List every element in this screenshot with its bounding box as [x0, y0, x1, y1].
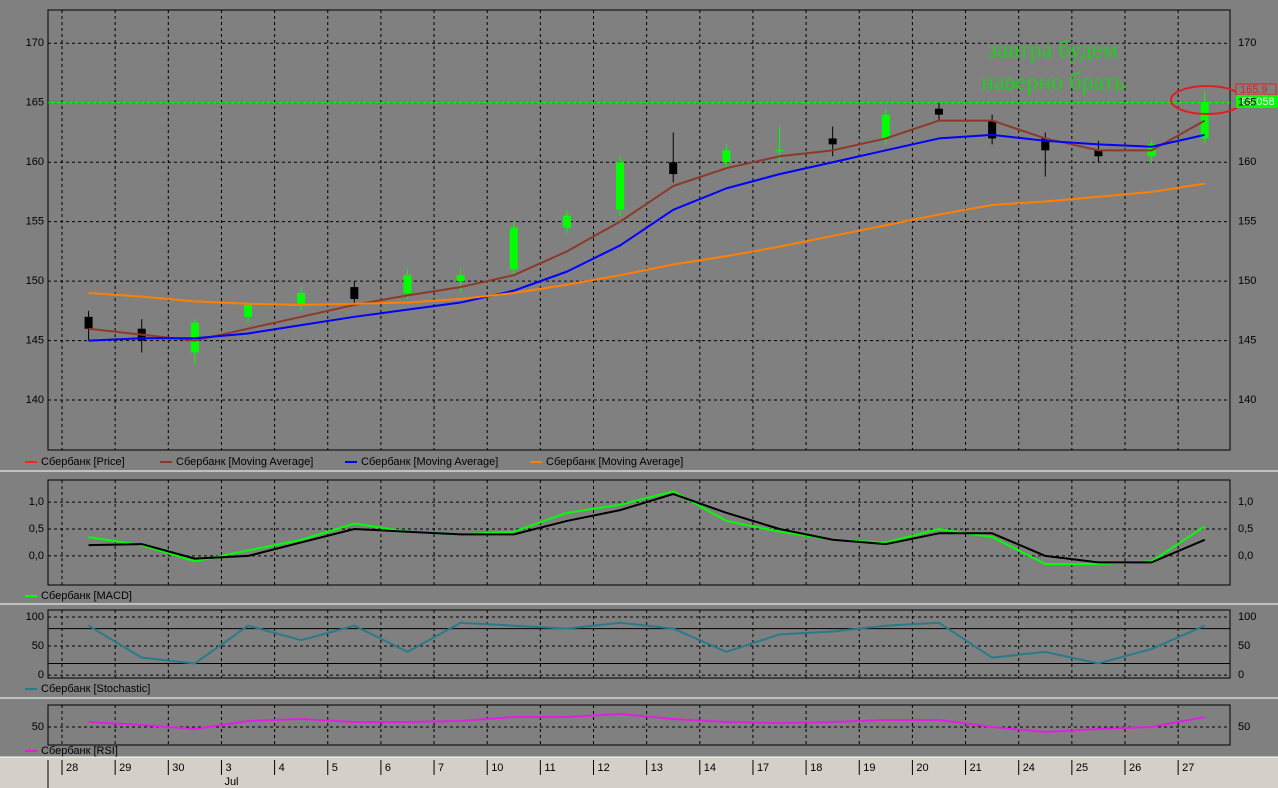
y-tick-label: 160 [26, 156, 44, 168]
y-tick-label: 155 [1238, 216, 1256, 228]
y-tick-label: 145 [26, 335, 44, 347]
candle-body [1041, 138, 1050, 151]
candle-body [828, 138, 837, 145]
candle-body [775, 150, 784, 152]
x-tick-label: 5 [332, 762, 338, 774]
month-label: Jul [224, 776, 238, 788]
candle-body [1094, 150, 1103, 157]
legend-label: Сбербанк [Moving Average] [176, 456, 313, 468]
x-tick-label: 6 [385, 762, 391, 774]
x-tick-label: 4 [279, 762, 285, 774]
candle-body [562, 215, 571, 228]
date-row [0, 757, 1278, 788]
y-tick-label: 150 [1238, 275, 1256, 287]
plot-area [47, 479, 1231, 586]
series-line [88, 119, 1206, 342]
candle-body [509, 227, 518, 270]
x-tick-label: 26 [1129, 762, 1141, 774]
y-tick-label: 50 [32, 640, 44, 652]
x-tick-label: 27 [1182, 762, 1194, 774]
y-tick-label: 100 [26, 611, 44, 623]
series-line [88, 133, 1205, 342]
series-line [88, 621, 1206, 665]
candle-body [403, 275, 412, 294]
x-tick-label: 10 [491, 762, 503, 774]
annotation: завтра будем [988, 38, 1118, 64]
y-tick-label: 1,0 [1238, 496, 1253, 508]
y-tick-label: 0,5 [1238, 523, 1253, 535]
x-tick-label: 11 [544, 762, 555, 774]
y-tick-label: 0 [38, 669, 44, 681]
candle-body [988, 120, 997, 139]
y-tick-label: 140 [1238, 394, 1256, 406]
x-tick-label: 13 [651, 762, 663, 774]
legend-label: Сбербанк [Moving Average] [361, 456, 498, 468]
y-tick-label: 165 [1238, 97, 1256, 109]
y-tick-label: 1,0 [29, 496, 44, 508]
plot-area [47, 609, 1231, 679]
x-tick-label: 17 [757, 762, 769, 774]
series-line [88, 490, 1206, 565]
x-tick-label: 7 [438, 762, 444, 774]
plot-area [47, 704, 1231, 746]
y-tick-label: 140 [26, 394, 44, 406]
candle-body [350, 287, 359, 299]
series-line [88, 713, 1205, 733]
series-line [88, 182, 1205, 306]
y-tick-label: 100 [1238, 611, 1256, 623]
y-tick-label: 50 [1238, 640, 1250, 652]
y-tick-label: 170 [26, 37, 44, 49]
y-tick-label: 165 [26, 97, 44, 109]
x-tick-label: 19 [863, 762, 875, 774]
y-tick-label: 50 [1238, 721, 1250, 733]
y-tick-label: 0,5 [29, 523, 44, 535]
candle-body [722, 150, 731, 163]
legend-label: Сбербанк [Price] [41, 456, 125, 468]
y-tick-label: 0,0 [29, 550, 44, 562]
candle-body [881, 114, 890, 139]
candle-body [616, 162, 625, 210]
x-tick-label: 24 [1023, 762, 1035, 774]
y-tick-label: 0,0 [1238, 550, 1253, 562]
x-tick-label: 21 [970, 762, 982, 774]
candle-body [1200, 102, 1209, 139]
candle-body [297, 293, 306, 305]
legend-label: Сбербанк [Moving Average] [546, 456, 683, 468]
plot-area [47, 9, 1231, 451]
candle-body [244, 304, 253, 317]
x-tick-label: 28 [66, 762, 78, 774]
candle-body [669, 162, 678, 175]
candle-body [456, 275, 465, 282]
x-tick-label: 29 [119, 762, 131, 774]
y-tick-label: 50 [32, 721, 44, 733]
price-tag: 165.9 [1240, 84, 1268, 96]
y-tick-label: 170 [1238, 37, 1256, 49]
x-tick-label: 25 [1076, 762, 1088, 774]
y-tick-label: 145 [1238, 335, 1256, 347]
x-tick-label: 14 [704, 762, 716, 774]
y-tick-label: 0 [1238, 669, 1244, 681]
x-tick-label: 3 [225, 762, 231, 774]
legend-label: Сбербанк [RSI] [41, 745, 118, 757]
candle-body [934, 108, 943, 115]
annotation: наверно брать [981, 70, 1125, 96]
x-tick-label: 18 [810, 762, 822, 774]
x-tick-label: 12 [598, 762, 610, 774]
y-tick-label: 155 [26, 216, 44, 228]
legend-label: Сбербанк [MACD] [41, 590, 132, 602]
x-tick-label: 20 [916, 762, 928, 774]
candle-body [84, 316, 93, 329]
legend-label: Сбербанк [Stochastic] [41, 683, 150, 695]
y-tick-label: 160 [1238, 156, 1256, 168]
x-tick-label: 30 [172, 762, 184, 774]
series-line [88, 493, 1206, 564]
y-tick-label: 150 [26, 275, 44, 287]
price-tag: 65.058 [1241, 96, 1275, 108]
price-tag-box [1236, 95, 1278, 108]
